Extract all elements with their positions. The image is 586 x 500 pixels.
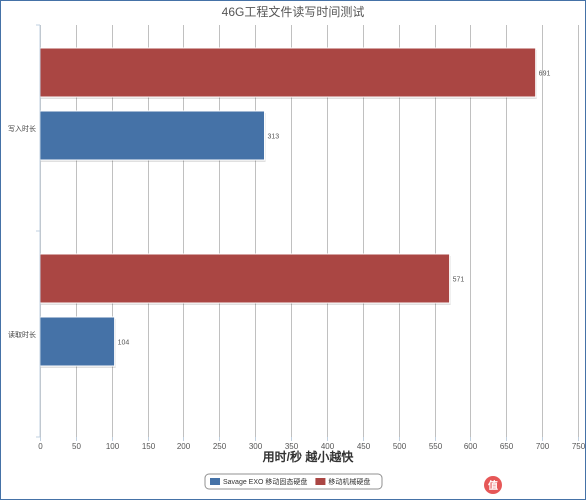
watermark-text: 什么值得买 bbox=[507, 479, 562, 492]
x-tick-label: 700 bbox=[536, 442, 550, 451]
x-tick-label: 100 bbox=[106, 442, 120, 451]
legend[interactable]: Savage EXO 移动固态硬盘 移动机械硬盘 bbox=[204, 473, 383, 490]
data-label: 313 bbox=[268, 134, 280, 141]
x-tick-label: 200 bbox=[177, 442, 191, 451]
bars: 691 313 571 104 bbox=[39, 47, 551, 368]
x-tick-label: 750 bbox=[572, 442, 586, 451]
bar[interactable] bbox=[39, 253, 451, 304]
x-tick-label: 250 bbox=[213, 442, 227, 451]
data-label: 104 bbox=[118, 340, 130, 347]
data-label: 691 bbox=[539, 71, 551, 78]
x-tick-label: 600 bbox=[464, 442, 478, 451]
category-label: 写入时长 bbox=[8, 124, 36, 133]
credits-text: Highcharts.com bbox=[535, 492, 584, 499]
legend-box bbox=[204, 473, 383, 490]
x-tick-label: 650 bbox=[500, 442, 514, 451]
x-axis-title: 用时/秒 越小越快 bbox=[262, 449, 355, 464]
x-tick-label: 400 bbox=[321, 442, 335, 451]
legend-item-label[interactable]: Savage EXO 移动固态硬盘 bbox=[223, 477, 307, 486]
bar[interactable] bbox=[39, 110, 266, 161]
legend-swatch[interactable] bbox=[210, 478, 220, 485]
x-tick-label: 350 bbox=[285, 442, 299, 451]
x-tick-label: 450 bbox=[357, 442, 371, 451]
x-axis-ticks: 0 50 100 150 200 250 300 350 400 450 500 550 600 650 7… bbox=[38, 437, 586, 451]
watermark: 值 什么值得买 Highcharts.com bbox=[484, 476, 584, 499]
data-label: 571 bbox=[453, 277, 465, 284]
x-tick-label: 550 bbox=[429, 442, 443, 451]
x-tick-label: 0 bbox=[38, 442, 43, 451]
x-tick-label: 150 bbox=[142, 442, 156, 451]
bar[interactable] bbox=[39, 47, 537, 98]
category-label: 读取时长 bbox=[8, 330, 36, 339]
chart-title: 46G工程文件读写时间测试 bbox=[222, 4, 365, 19]
x-tick-label: 300 bbox=[249, 442, 263, 451]
zhidemai-logo-glyph: 值 bbox=[488, 479, 498, 492]
bar[interactable] bbox=[39, 316, 116, 367]
legend-item-label[interactable]: 移动机械硬盘 bbox=[328, 477, 370, 486]
x-tick-label: 50 bbox=[72, 442, 81, 451]
x-tick-label: 500 bbox=[393, 442, 407, 451]
zhidemai-logo-icon bbox=[484, 476, 502, 494]
legend-swatch[interactable] bbox=[315, 478, 326, 485]
